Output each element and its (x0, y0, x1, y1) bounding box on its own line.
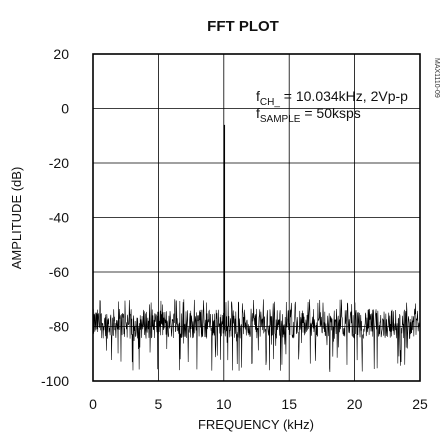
chart-title: FFT PLOT (207, 18, 279, 35)
x-tick-label: 5 (155, 396, 163, 412)
noise-trace-path (92, 299, 421, 373)
x-tick-label: 0 (89, 396, 97, 412)
noise-floor-trace (92, 299, 421, 373)
y-axis-label: AMPLITUDE (dB) (9, 167, 24, 270)
x-tick-label: 15 (281, 396, 297, 412)
y-tick-label: -60 (49, 264, 69, 280)
annotation-line-2: fSAMPLE = 50ksps (256, 105, 361, 125)
y-tick-label: -100 (41, 373, 69, 389)
y-tick-label: -80 (49, 319, 69, 335)
y-tick-label: -20 (49, 155, 69, 171)
plot-frame (92, 53, 421, 382)
annotation: fCH_ = 10.034kHz, 2Vp-p fSAMPLE = 50ksps (256, 88, 408, 125)
x-axis-label: FREQUENCY (kHz) (198, 417, 314, 432)
annotation-line-1: fCH_ = 10.034kHz, 2Vp-p (256, 88, 408, 108)
x-tick-label: 10 (216, 396, 232, 412)
x-tick-label: 20 (347, 396, 363, 412)
x-tick-labels: 0 5 10 15 20 25 (89, 396, 428, 412)
figure-id: MAX1110-09 (433, 58, 440, 98)
y-tick-label: 20 (53, 46, 69, 62)
y-tick-label: -40 (49, 210, 69, 226)
y-tick-label: 0 (61, 101, 69, 117)
y-tick-labels: 20 0 -20 -40 -60 -80 -100 (41, 46, 69, 389)
x-tick-label: 25 (412, 396, 428, 412)
